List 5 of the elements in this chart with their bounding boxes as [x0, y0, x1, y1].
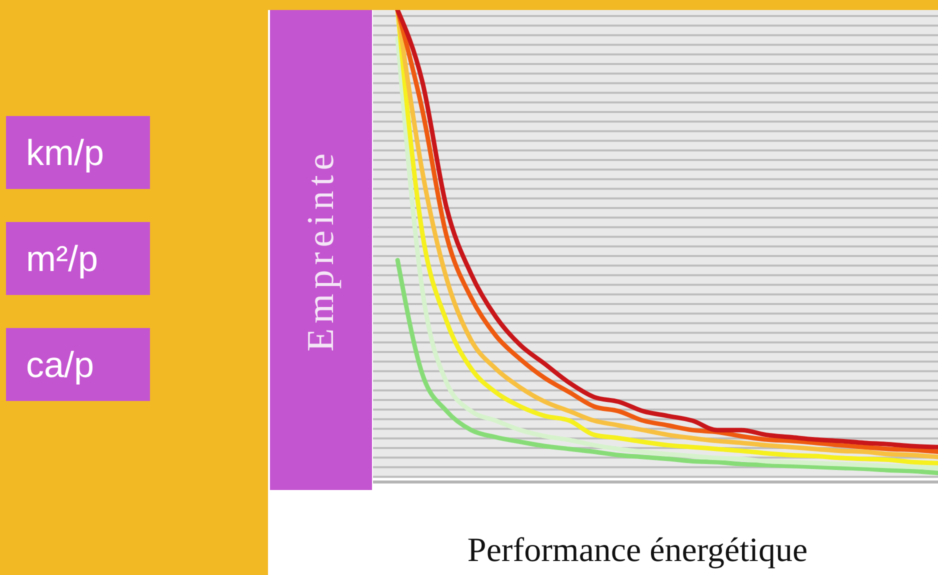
text: km/p [6, 116, 150, 189]
text: ca/p [6, 328, 150, 401]
text: m²/p [6, 222, 150, 295]
y-axis-title: Empreinte [299, 148, 343, 352]
x-axis-title: Performance énergétique [467, 532, 808, 569]
